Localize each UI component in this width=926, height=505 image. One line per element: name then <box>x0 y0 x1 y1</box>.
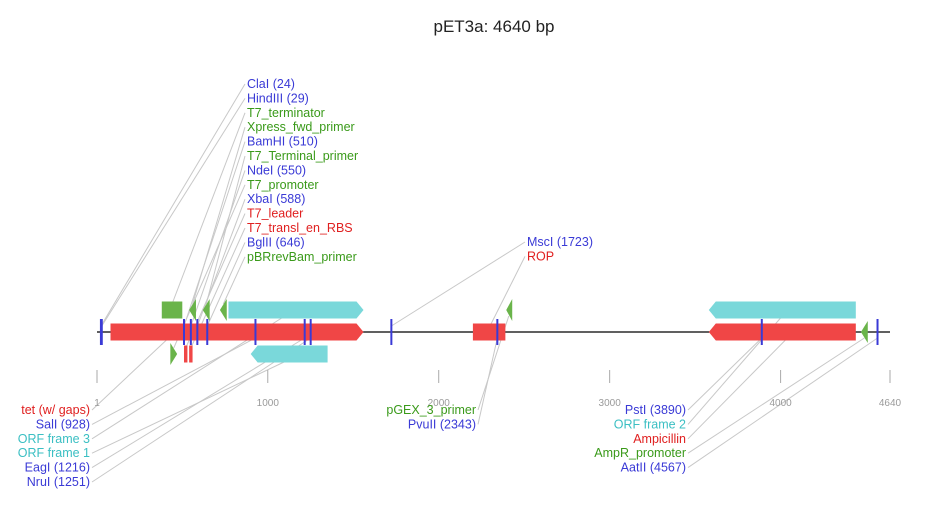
map-title: pET3a: 4640 bp <box>434 17 555 36</box>
leader-line <box>489 256 526 327</box>
label-orf-frame-2: ORF frame 2 <box>614 417 686 431</box>
ruler-tick-label: 3000 <box>599 398 622 409</box>
leader-line <box>206 242 246 327</box>
label-nrui-1251: NruI (1251) <box>27 475 90 489</box>
feature-t7-promoter <box>170 343 178 365</box>
leader-line <box>687 337 788 440</box>
feature-orf-frame-3 <box>228 301 364 319</box>
label-hindiii-29: HindIII (29) <box>247 91 309 105</box>
feature-ampicillin <box>708 323 856 341</box>
leader-line <box>391 241 526 327</box>
leader-lines <box>91 83 878 483</box>
label-t7-terminal-primer: T7_Terminal_primer <box>247 149 358 163</box>
label-pbrrevbam-primer: pBRrevBam_primer <box>247 250 357 264</box>
label-bamhi-510: BamHI (510) <box>247 135 318 149</box>
feature-pgex-3-primer <box>506 299 513 321</box>
label-msci-1723: MscI (1723) <box>527 235 593 249</box>
leader-line <box>91 359 289 454</box>
leader-line <box>171 112 246 305</box>
label-t7-terminator: T7_terminator <box>247 106 325 120</box>
leader-line <box>91 337 169 411</box>
position-ruler: 1 1000 2000 3000 4000 4640 <box>94 370 902 409</box>
label-psti-3890: PstI (3890) <box>625 403 686 417</box>
leader-line <box>190 170 246 327</box>
feature-ampr-promoter <box>860 321 868 343</box>
label-orf-frame-3: ORF frame 3 <box>18 432 90 446</box>
feature-xpress-fwd-primer <box>189 299 196 321</box>
label-ampr-promoter: AmpR_promoter <box>594 446 686 460</box>
feature-t7-terminator <box>161 301 183 319</box>
leader-line <box>100 83 246 327</box>
label-rop: ROP <box>527 249 554 263</box>
label-orf-frame-1: ORF frame 1 <box>18 446 90 460</box>
leader-line <box>687 337 865 454</box>
ruler-tick-label: 4000 <box>769 398 792 409</box>
feature-orf-frame-1 <box>250 345 328 363</box>
ruler-tick-label: 1000 <box>257 398 280 409</box>
feature-pbrrevbam-primer <box>219 299 227 321</box>
feature-t7-transl-en-rbs <box>189 345 193 363</box>
leader-line <box>173 184 246 349</box>
feature-t7-terminal-primer <box>202 299 210 321</box>
feature-labels: ClaI (24)HindIII (29)T7_terminatorXpress… <box>18 77 686 489</box>
feature-orf-frame-2 <box>708 301 856 319</box>
label-t7-transl-en-rbs: T7_transl_en_RBS <box>247 221 353 235</box>
label-tet-w-gaps: tet (w/ gaps) <box>21 403 90 417</box>
label-t7-leader: T7_leader <box>247 207 303 221</box>
label-eagi-1216: EagI (1216) <box>25 461 90 475</box>
label-pvuii-2343: PvuII (2343) <box>408 417 476 431</box>
label-xpress-fwd-primer: Xpress_fwd_primer <box>247 120 355 134</box>
label-bglii-646: BglII (646) <box>247 235 305 249</box>
ruler-tick-label: 1 <box>94 398 100 409</box>
feature-rop <box>472 323 506 341</box>
restriction-sites <box>99 319 879 345</box>
ruler-tick-label: 4640 <box>879 398 902 409</box>
label-ampicillin: Ampicillin <box>633 432 686 446</box>
feature-tet-w-gaps <box>110 323 364 341</box>
feature-track <box>110 299 868 365</box>
leader-line <box>222 256 246 305</box>
feature-t7-leader <box>184 345 188 363</box>
label-xbai-588: XbaI (588) <box>247 192 305 206</box>
ruler-tick-label: 2000 <box>428 398 451 409</box>
label-clai-24: ClaI (24) <box>247 77 295 91</box>
leader-line <box>477 337 498 425</box>
leader-line <box>101 98 246 327</box>
label-ndei-550: NdeI (550) <box>247 163 306 177</box>
label-pgex-3-primer: pGEX_3_primer <box>386 403 476 417</box>
label-sali-928: SalI (928) <box>36 417 90 431</box>
label-aatii-4567: AatII (4567) <box>621 461 686 475</box>
leader-line <box>687 337 763 411</box>
leader-line <box>183 141 246 327</box>
label-t7-promoter: T7_promoter <box>247 178 319 192</box>
leader-line <box>687 337 878 469</box>
